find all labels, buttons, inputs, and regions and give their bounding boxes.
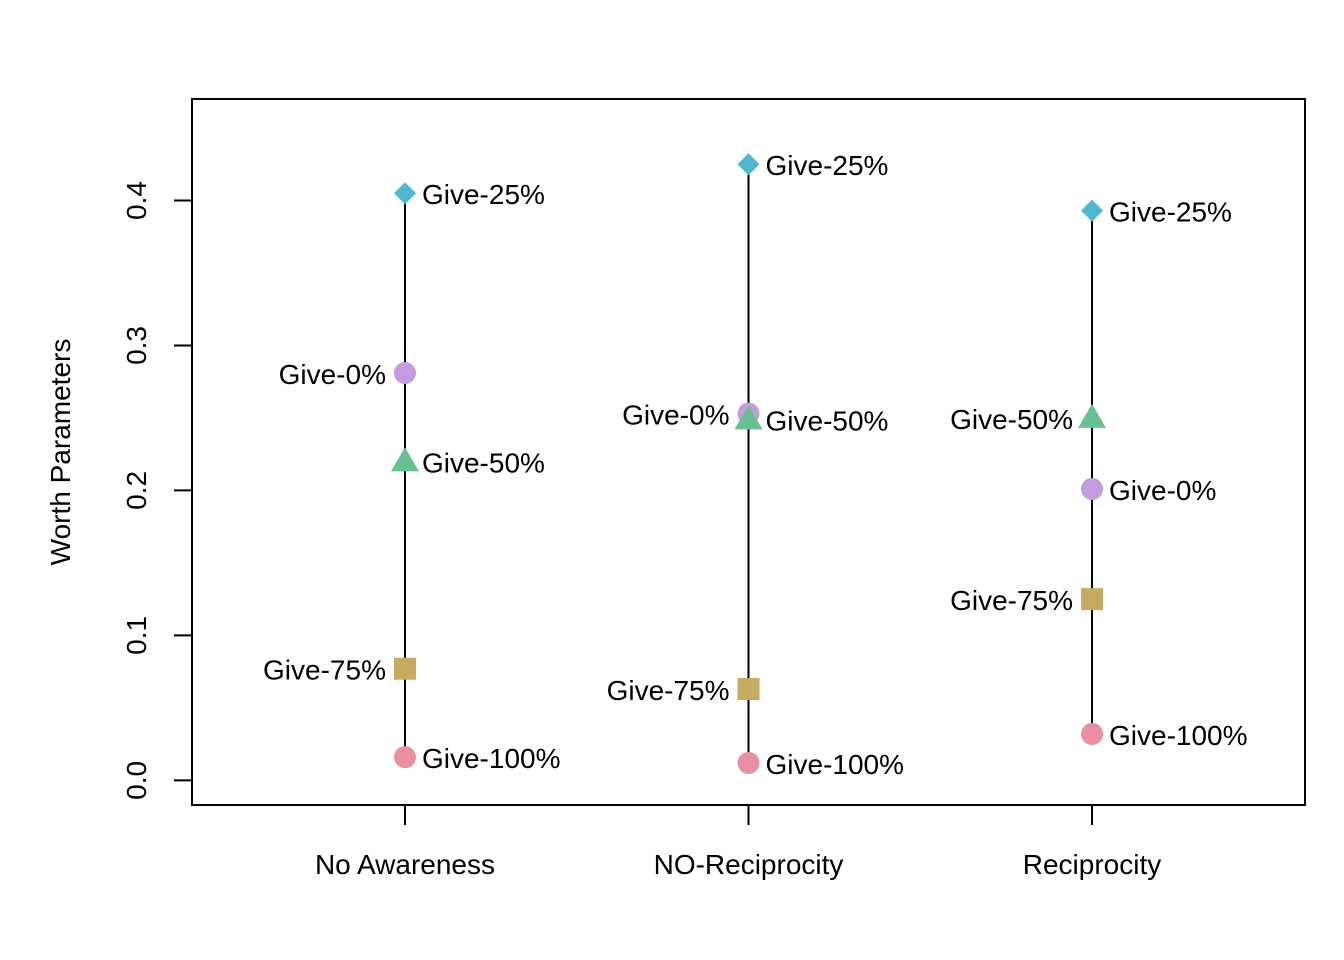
x-tick-label: NO-Reciprocity (654, 849, 844, 880)
point-marker (393, 182, 416, 205)
point-marker (734, 405, 763, 430)
plot-layer: 0.0 0.1 0.2 0.3 0.4 No Awareness NO-Reciprocit… (121, 150, 1248, 880)
point-marker (393, 746, 416, 769)
y-tick-label: 0.1 (121, 616, 152, 655)
point-marker (393, 361, 416, 384)
point-label: Give-0% (279, 359, 386, 390)
point-marker (1081, 722, 1104, 745)
y-tick-label: 0.4 (121, 181, 152, 220)
point-marker (393, 657, 416, 680)
point-label: Give-50% (766, 405, 889, 436)
point-marker (1081, 477, 1104, 500)
point-marker (390, 447, 419, 472)
point-marker (737, 153, 760, 176)
x-tick-label: Reciprocity (1023, 849, 1161, 880)
y-tick-label: 0.2 (121, 471, 152, 510)
y-tick-label: 0.3 (121, 326, 152, 365)
y-tick-label: 0.0 (121, 761, 152, 800)
point-label: Give-75% (950, 585, 1073, 616)
series-give-50: Give-50% Give-50% Give-50% (390, 403, 1107, 478)
point-label: Give-0% (622, 400, 729, 431)
point-label: Give-100% (766, 749, 905, 780)
point-label: Give-100% (1109, 720, 1248, 751)
series-give-100: Give-100% Give-100% Give-100% (393, 720, 1248, 780)
point-label: Give-100% (422, 743, 561, 774)
point-marker (737, 678, 760, 701)
x-tick-label: No Awareness (315, 849, 495, 880)
series-give-25: Give-25% Give-25% Give-25% (393, 150, 1232, 228)
point-marker (1081, 588, 1104, 611)
x-axis: No Awareness NO-Reciprocity Reciprocity (315, 805, 1161, 880)
point-label: Give-25% (766, 150, 889, 181)
point-label: Give-25% (1109, 197, 1232, 228)
plot-frame (191, 98, 1306, 806)
point-marker (737, 751, 760, 774)
point-marker (1081, 199, 1104, 222)
point-label: Give-75% (263, 655, 386, 686)
point-marker (1078, 403, 1107, 428)
series-give-75: Give-75% Give-75% Give-75% (263, 585, 1104, 706)
y-axis-title: Worth Parameters (45, 339, 76, 566)
point-label: Give-75% (607, 675, 730, 706)
point-label: Give-50% (422, 447, 545, 478)
y-axis: 0.0 0.1 0.2 0.3 0.4 (121, 181, 193, 800)
point-label: Give-50% (950, 404, 1073, 435)
point-label: Give-25% (422, 179, 545, 210)
point-label: Give-0% (1109, 475, 1216, 506)
